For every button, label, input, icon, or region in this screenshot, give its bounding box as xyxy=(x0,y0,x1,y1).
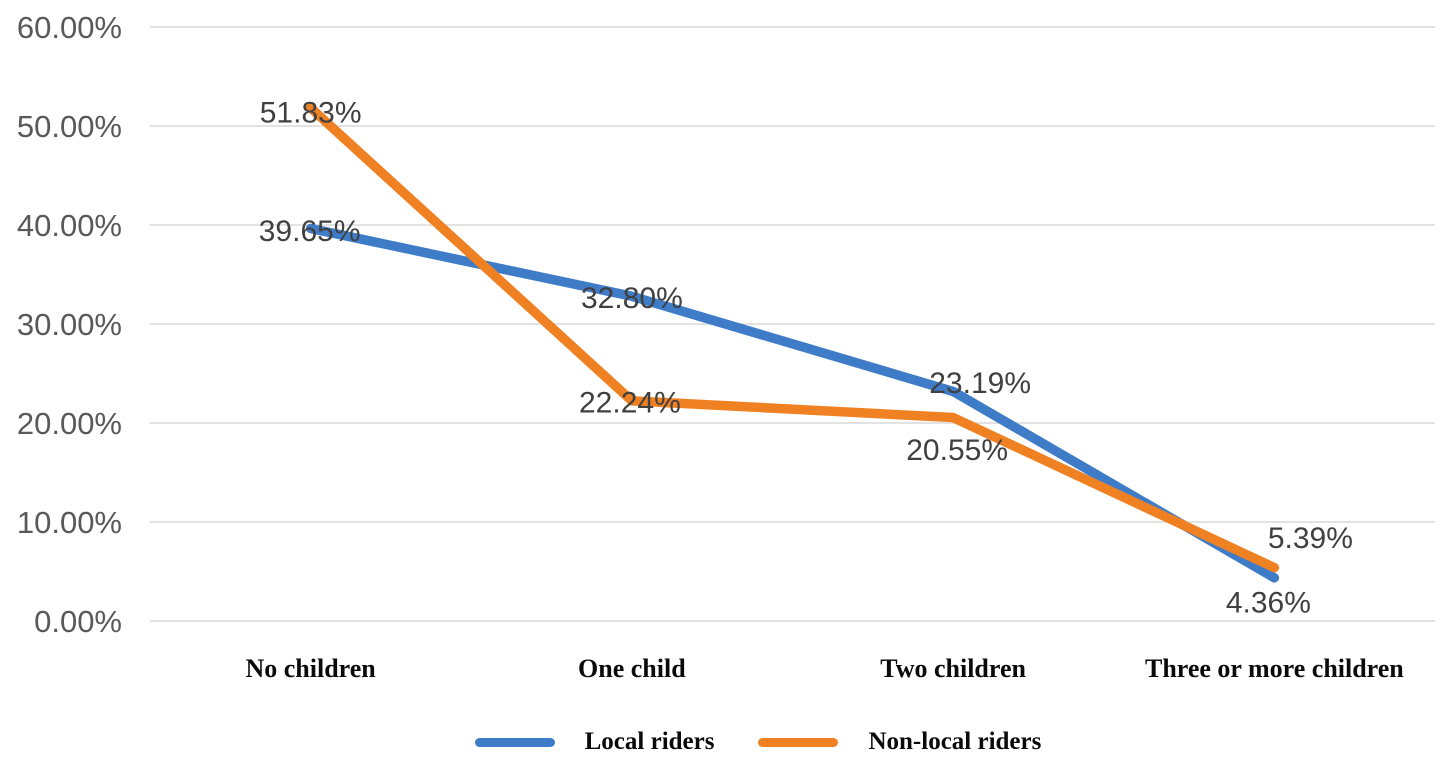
x-axis-label: Three or more children xyxy=(1144,654,1404,683)
legend: Local riders Non-local riders xyxy=(30,727,1456,757)
y-axis-tick-label: 50.00% xyxy=(17,109,122,144)
series-line-non-local-riders xyxy=(305,103,1280,573)
legend-line-swatch xyxy=(758,737,839,747)
data-label-local-riders: 23.19% xyxy=(929,367,1031,400)
data-label-non-local-riders: 5.39% xyxy=(1268,522,1353,555)
x-axis-label: No children xyxy=(245,654,376,683)
series-line-local-riders xyxy=(305,223,1280,583)
data-label-local-riders: 4.36% xyxy=(1226,586,1311,619)
x-axis-label: One child xyxy=(578,654,686,683)
legend-item-local-riders: Local riders xyxy=(474,727,715,757)
x-axis-labels: No children One child Two children Three or… xyxy=(150,656,1435,682)
data-label-local-riders: 32.80% xyxy=(581,282,683,315)
y-axis-tick-label: 30.00% xyxy=(17,307,122,342)
x-axis-label: Two children xyxy=(880,654,1026,683)
data-label-non-local-riders: 22.24% xyxy=(579,386,681,419)
legend-line-swatch xyxy=(474,737,555,747)
y-axis-tick-label: 40.00% xyxy=(17,208,122,243)
legend-label: Non-local riders xyxy=(868,728,1042,755)
y-axis-tick-label: 10.00% xyxy=(17,505,122,540)
legend-item-non-local-riders: Non-local riders xyxy=(758,727,1041,757)
y-axis-tick-label: 60.00% xyxy=(17,10,122,45)
data-label-non-local-riders: 51.83% xyxy=(260,96,362,129)
y-axis-tick-label: 20.00% xyxy=(17,406,122,441)
data-label-non-local-riders: 20.55% xyxy=(906,434,1008,467)
y-axis-tick-label: 0.00% xyxy=(34,604,122,639)
data-label-local-riders: 39.65% xyxy=(259,215,361,248)
legend-label: Local riders xyxy=(584,728,715,755)
